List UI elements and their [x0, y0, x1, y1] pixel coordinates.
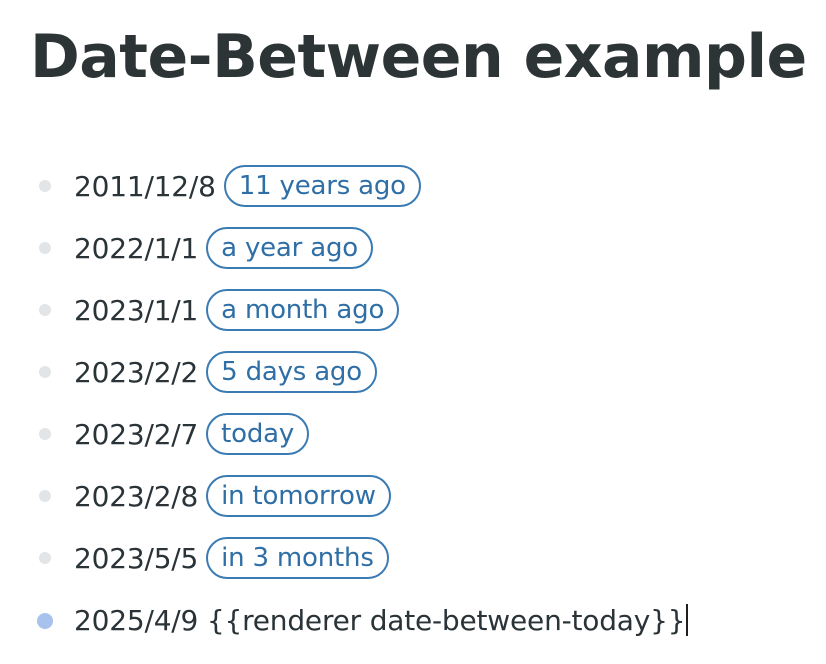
date-between-badge[interactable]: today — [206, 413, 310, 455]
list-item[interactable]: 2023/5/5 in 3 months — [0, 527, 826, 589]
block-content[interactable]: 2023/2/7 today — [74, 403, 310, 465]
date-text: 2023/2/8 — [74, 479, 199, 513]
date-text: 2022/1/1 — [74, 231, 199, 265]
date-between-badge[interactable]: in 3 months — [206, 537, 389, 579]
block-content[interactable]: 2023/1/1 a month ago — [74, 279, 400, 341]
date-text: 2023/2/7 — [74, 417, 199, 451]
block-editor[interactable]: 2025/4/9 {{renderer date-between-today}} — [74, 589, 689, 651]
bullet-icon[interactable] — [39, 366, 51, 378]
date-text: 2023/5/5 — [74, 541, 199, 575]
block-list: 2011/12/8 11 years ago 2022/1/1 a year a… — [0, 155, 826, 651]
list-item[interactable]: 2011/12/8 11 years ago — [0, 155, 826, 217]
bullet-icon[interactable] — [39, 180, 51, 192]
editing-date-text: 2025/4/9 — [74, 603, 199, 637]
renderer-macro-text[interactable]: {{renderer date-between-today}} — [206, 603, 686, 637]
date-text: 2023/1/1 — [74, 293, 199, 327]
date-text: 2011/12/8 — [74, 169, 216, 203]
block-content[interactable]: 2022/1/1 a year ago — [74, 217, 373, 279]
list-item[interactable]: 2023/1/1 a month ago — [0, 279, 826, 341]
bullet-icon[interactable] — [39, 490, 51, 502]
date-text: 2023/2/2 — [74, 355, 199, 389]
date-between-badge[interactable]: 11 years ago — [223, 165, 421, 207]
list-item[interactable]: 2023/2/7 today — [0, 403, 826, 465]
list-item[interactable]: 2023/2/8 in tomorrow — [0, 465, 826, 527]
editing-block[interactable]: 2025/4/9 {{renderer date-between-today}} — [0, 589, 826, 651]
date-between-badge[interactable]: a month ago — [206, 289, 400, 331]
block-content[interactable]: 2011/12/8 11 years ago — [74, 155, 421, 217]
date-between-badge[interactable]: a year ago — [206, 227, 373, 269]
block-content[interactable]: 2023/2/2 5 days ago — [74, 341, 377, 403]
text-caret — [686, 604, 689, 636]
bullet-icon[interactable] — [39, 428, 51, 440]
block-content[interactable]: 2023/2/8 in tomorrow — [74, 465, 391, 527]
editing-space — [198, 604, 207, 637]
list-item[interactable]: 2023/2/2 5 days ago — [0, 341, 826, 403]
date-between-badge[interactable]: in tomorrow — [206, 475, 391, 517]
list-item[interactable]: 2022/1/1 a year ago — [0, 217, 826, 279]
block-content[interactable]: 2023/5/5 in 3 months — [74, 527, 389, 589]
page-title[interactable]: Date-Between example — [30, 22, 807, 92]
date-between-badge[interactable]: 5 days ago — [206, 351, 377, 393]
bullet-icon[interactable] — [39, 242, 51, 254]
bullet-active-icon[interactable] — [37, 613, 53, 629]
bullet-icon[interactable] — [39, 304, 51, 316]
bullet-icon[interactable] — [39, 552, 51, 564]
